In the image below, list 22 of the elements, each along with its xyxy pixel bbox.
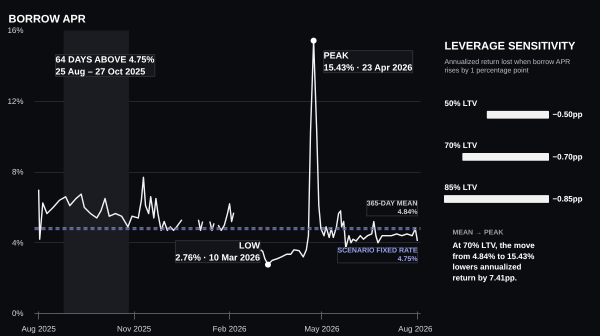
y-tick-label: 12% <box>7 96 24 106</box>
x-tick-label: Aug 2026 <box>398 324 434 334</box>
band-label: 64 DAYS ABOVE 4.75% 25 Aug – 27 Oct 2025 <box>56 54 154 76</box>
data-label: −0.50pp <box>552 110 583 120</box>
y-tick-label: 16% <box>7 26 24 35</box>
y-tick-label: 4% <box>12 238 24 248</box>
annotation: LOW 2.76% · 10 Mar 2026 <box>175 240 260 263</box>
x-tick-label: Aug 2025 <box>22 324 56 334</box>
y-tick-label: 85% LTV <box>444 183 478 192</box>
y-tick-label: 0% <box>12 309 24 318</box>
annotation: PEAK 15.43% · 23 Apr 2026 <box>324 50 412 73</box>
text: At 70% LTV, the move from 4.84% to 15.43% lowers annualized return by 7.41pp. <box>452 241 536 282</box>
x-tick-label: Feb 2026 <box>212 324 248 334</box>
y-tick-label: 50% LTV <box>444 98 478 108</box>
y-tick-label: 70% LTV <box>444 141 478 150</box>
x-tick-label: May 2026 <box>304 324 340 334</box>
data-label: −0.85pp <box>552 194 583 204</box>
chart-title: LEVERAGE SENSITIVITY <box>444 40 576 53</box>
data-label: −0.70pp <box>552 152 583 162</box>
x-tick-label: Nov 2025 <box>116 324 152 334</box>
y-tick-label: 8% <box>12 168 24 176</box>
chart-title: BORROW APR <box>8 14 86 26</box>
